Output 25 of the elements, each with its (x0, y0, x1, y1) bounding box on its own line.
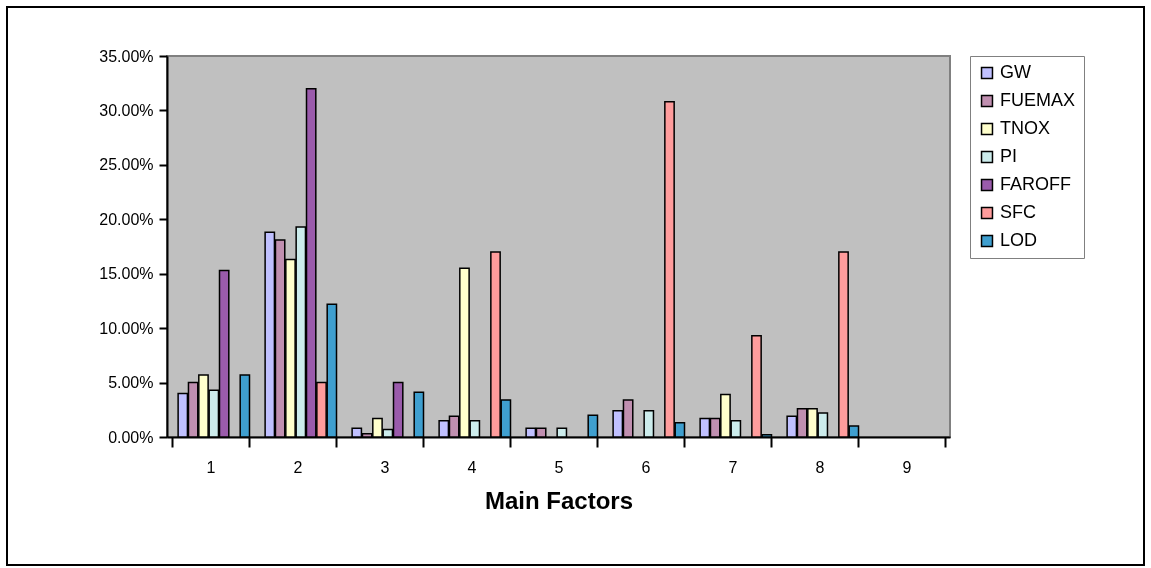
y-tick-label: 30.00% (99, 101, 154, 119)
x-tick-label: 6 (641, 458, 651, 476)
legend-label: LOD (1000, 230, 1038, 250)
legend-label: SFC (1000, 202, 1036, 222)
legend-label: TNOX (1000, 118, 1051, 138)
x-tick-label: 5 (554, 458, 564, 476)
x-tick-label: 4 (467, 458, 477, 476)
y-tick-label: 20.00% (99, 210, 154, 228)
y-tick-label: 0.00% (108, 428, 154, 446)
x-tick-label: 2 (293, 458, 303, 476)
x-tick-label: 8 (815, 458, 825, 476)
x-tick-label: 7 (728, 458, 738, 476)
legend-label: FAROFF (1000, 174, 1071, 194)
y-tick-label: 10.00% (99, 319, 154, 337)
legend-label: GW (1000, 62, 1031, 82)
x-tick-label: 3 (380, 458, 390, 476)
x-tick-label: 9 (902, 458, 912, 476)
y-tick-label: 25.00% (99, 156, 154, 174)
y-tick-label: 5.00% (108, 374, 154, 392)
y-tick-label: 35.00% (99, 47, 154, 65)
legend-label: PI (1000, 146, 1018, 166)
legend-label: FUEMAX (1000, 90, 1076, 110)
x-tick-label: 1 (206, 458, 216, 476)
y-tick-label: 15.00% (99, 265, 154, 283)
x-axis-title: Main Factors (484, 486, 634, 514)
